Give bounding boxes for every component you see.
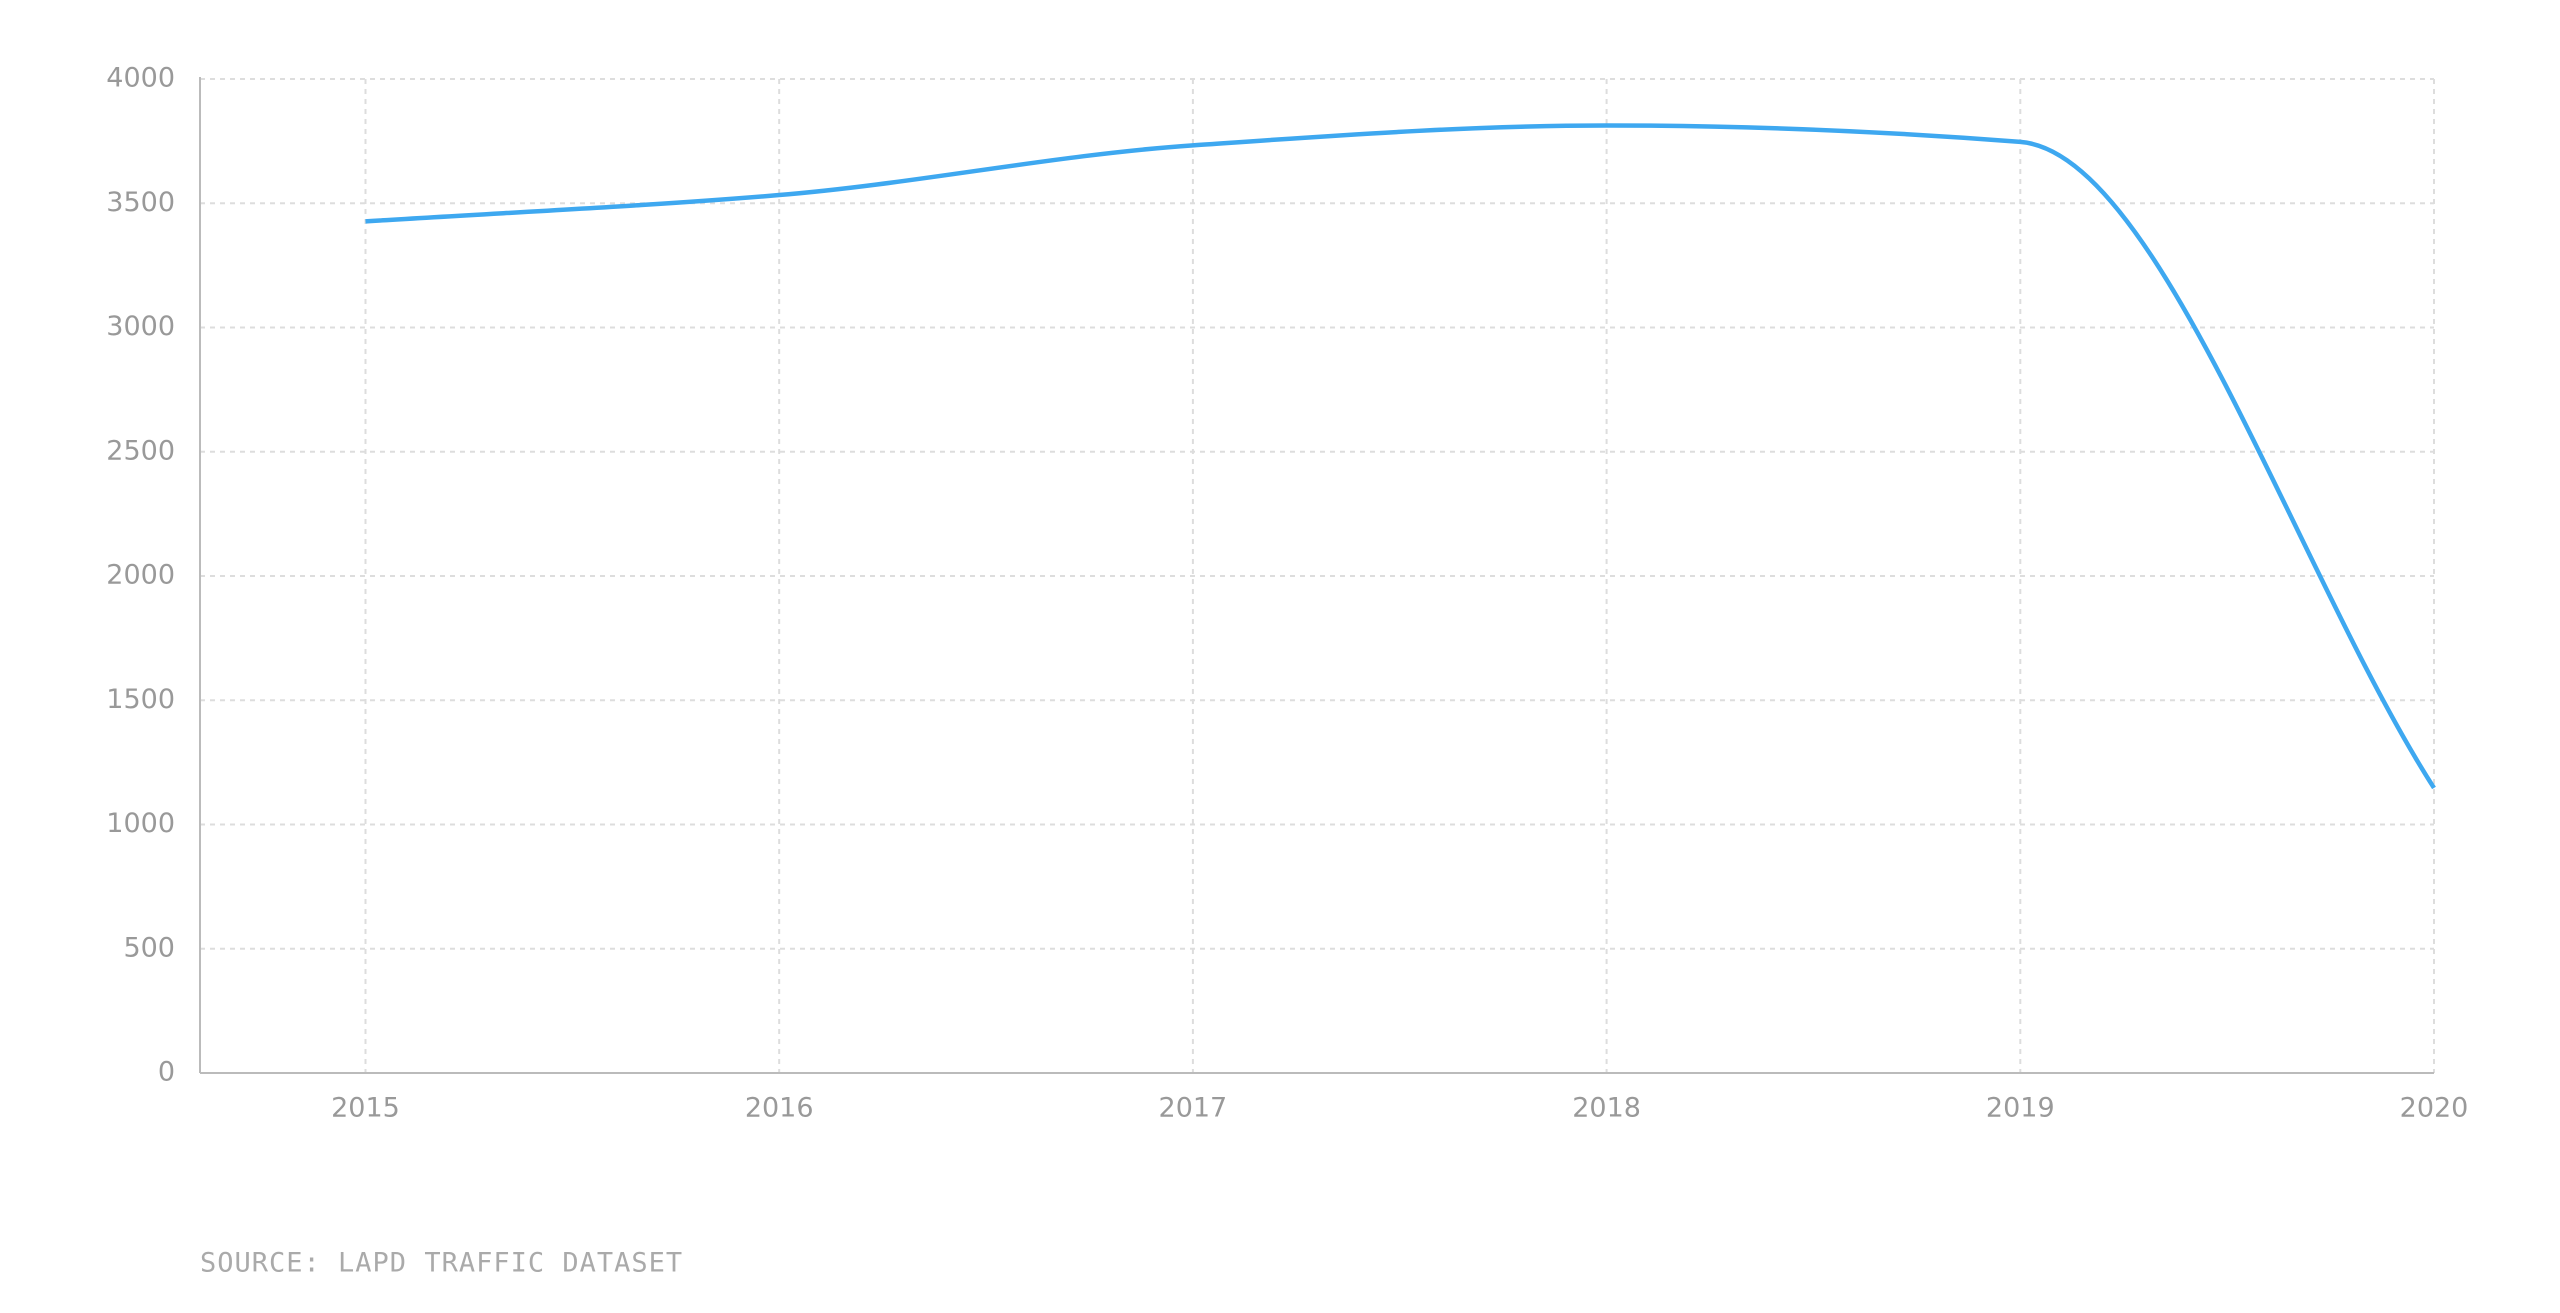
y-tick-label: 3500 (106, 187, 175, 218)
data-line (365, 123, 2436, 790)
y-tick-label: 1000 (106, 808, 175, 839)
x-tick-label: 2018 (1572, 1093, 1641, 1124)
y-tick-label: 2000 (106, 560, 175, 591)
x-tick-label: 2019 (1986, 1093, 2055, 1124)
y-tick-label: 0 (158, 1057, 175, 1088)
source-note: SOURCE: LAPD TRAFFIC DATASET (200, 1248, 683, 1279)
y-tick-label: 1500 (106, 684, 175, 715)
y-tick-label: 500 (123, 932, 175, 963)
x-tick-label: 2016 (745, 1093, 814, 1124)
y-tick-label: 2500 (106, 435, 175, 466)
x-tick-label: 2015 (331, 1093, 400, 1124)
y-tick-label: 3000 (106, 311, 175, 342)
x-tick-label: 2017 (1159, 1093, 1228, 1124)
y-tick-label: 4000 (106, 63, 175, 94)
x-tick-label: 2020 (2400, 1093, 2469, 1124)
